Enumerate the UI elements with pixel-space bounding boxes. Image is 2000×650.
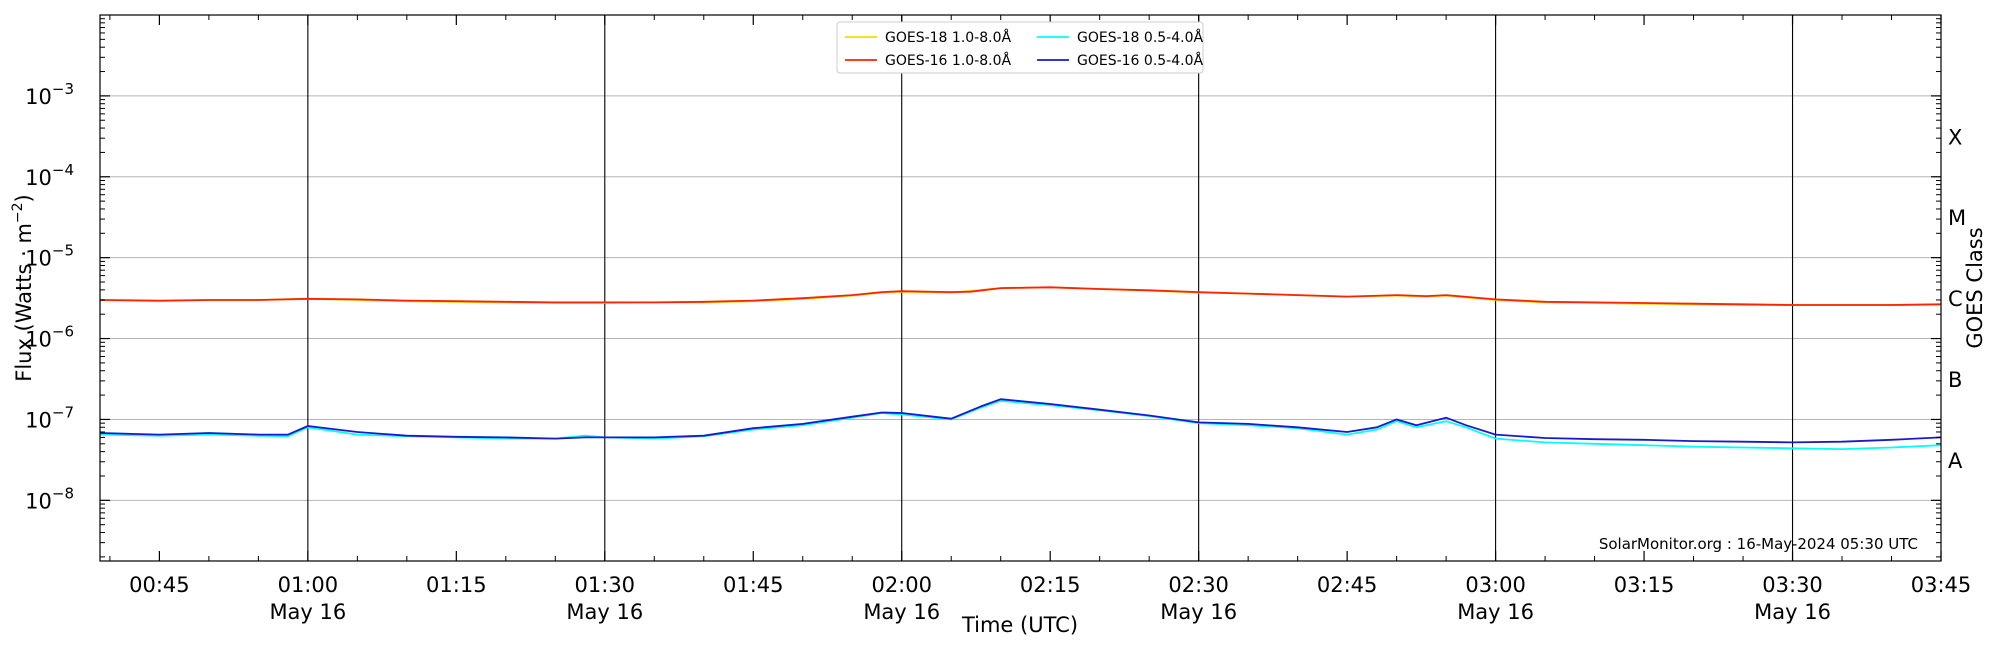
x-tick-date-label: May 16: [1457, 600, 1534, 624]
y-tick-label: 10−4: [25, 161, 74, 190]
series-line-2: [99, 399, 1942, 451]
goes-class-x: X: [1948, 125, 1962, 149]
x-tick-date-label: May 16: [1754, 600, 1831, 624]
x-tick-time-label: 02:30: [1168, 573, 1229, 597]
x-tick-date-label: May 16: [269, 600, 346, 624]
x-tick-time-label: 02:45: [1317, 573, 1378, 597]
y-tick-label: 10−6: [25, 323, 74, 352]
x-tick-time-label: 01:00: [278, 573, 339, 597]
x-tick-labels: 00:45 01:00 May 16 01:15 01:30 May 16 01:45 02:…: [129, 573, 1971, 624]
axis-ticks: [100, 15, 1942, 561]
y-tick-label: 10−3: [25, 80, 74, 109]
goes-class-b: B: [1948, 368, 1962, 392]
legend: GOES-18 1.0-8.0Å GOES-18 0.5-4.0Å GOES-16 …: [836, 21, 1204, 74]
legend-label: GOES-18 0.5-4.0Å: [1077, 29, 1203, 46]
y-tick-labels: 10−3 10−4 10−5 10−6 10−7 10−8: [25, 80, 74, 513]
x-tick-time-label: 03:15: [1614, 573, 1675, 597]
x-tick-time-label: 01:45: [723, 573, 784, 597]
y-tick-label: 10−5: [25, 242, 74, 271]
legend-label: GOES-18 1.0-8.0Å: [885, 29, 1011, 46]
y-axis-title: Flux (Watts · m−2): [10, 194, 36, 382]
goes-class-c: C: [1948, 287, 1963, 311]
series-line-1: [99, 286, 1942, 306]
x-axis-title: Time (UTC): [961, 613, 1078, 637]
goes-class-letters: X M C B A: [1948, 125, 1966, 473]
x-tick-date-label: May 16: [1160, 600, 1237, 624]
legend-label: GOES-16 1.0-8.0Å: [885, 52, 1011, 69]
series-line-4: [99, 398, 1942, 444]
x-tick-time-label: 03:45: [1911, 573, 1972, 597]
y-tick-label: 10−7: [25, 403, 74, 432]
x-tick-time-label: 00:45: [129, 573, 190, 597]
x-tick-time-label: 03:00: [1465, 573, 1526, 597]
x-tick-time-label: 02:00: [871, 573, 932, 597]
grid-lines: [100, 15, 1941, 561]
credit-text: SolarMonitor.org : 16-May-2024 05:30 UTC: [1599, 535, 1918, 553]
plot-frame: [99, 14, 1942, 562]
x-tick-time-label: 03:30: [1762, 573, 1823, 597]
series-lines: [99, 286, 1942, 451]
legend-box: [836, 21, 1204, 74]
y-tick-label: 10−8: [25, 484, 74, 513]
x-tick-date-label: May 16: [566, 600, 643, 624]
goes-class-a: A: [1948, 449, 1963, 473]
goes-class-m: M: [1948, 206, 1966, 230]
x-tick-date-label: May 16: [863, 600, 940, 624]
right-axis-title: GOES Class: [1963, 227, 1987, 348]
x-tick-time-label: 02:15: [1020, 573, 1081, 597]
series-line-3: [99, 286, 1942, 306]
x-tick-time-label: 01:30: [575, 573, 636, 597]
x-tick-time-label: 01:15: [426, 573, 487, 597]
legend-label: GOES-16 0.5-4.0Å: [1077, 52, 1203, 69]
